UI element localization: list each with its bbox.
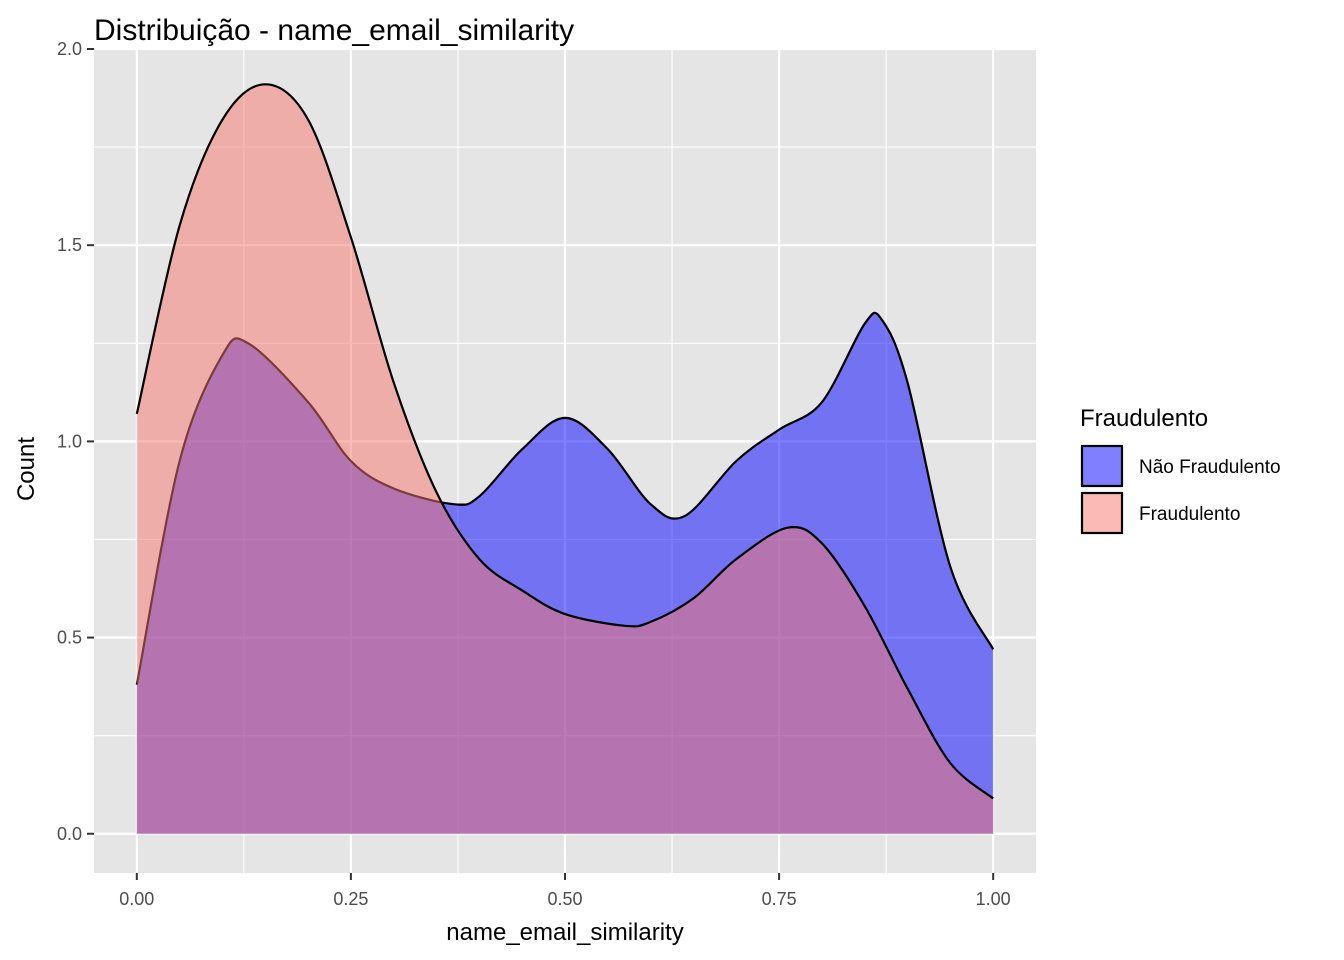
density-line-fraudulento: [135, 83, 994, 800]
legend-key-swatch: [1080, 444, 1124, 488]
x-tick-label: 0.50: [547, 889, 582, 909]
x-tick-label: 0.75: [762, 889, 797, 909]
legend-item: Fraudulento: [1080, 491, 1240, 535]
y-tick-label: 1.5: [57, 235, 82, 255]
legend-key-swatch: [1080, 491, 1124, 535]
legend-title: Fraudulento: [1080, 405, 1208, 432]
legend-label: Não Fraudulento: [1139, 457, 1281, 478]
y-axis-title: Count: [13, 437, 40, 501]
y-tick-label: 1.0: [57, 431, 82, 451]
x-axis-title: name_email_similarity: [446, 919, 683, 946]
y-tick-label: 0.5: [57, 628, 82, 648]
density-area-fraudulento: [136, 84, 994, 834]
legend-item: Não Fraudulento: [1080, 444, 1281, 488]
y-tick-label: 2.0: [57, 39, 82, 59]
y-tick-label: 0.0: [57, 824, 82, 844]
legend-label: Fraudulento: [1139, 504, 1240, 525]
density-series: [135, 83, 995, 834]
x-axis: 0.00 0.25 0.50 0.75 1.00: [119, 873, 1011, 909]
y-axis: 0.0 0.5 1.0 1.5 2.0: [57, 39, 94, 844]
chart-title: Distribuição - name_email_similarity: [94, 14, 574, 47]
x-tick-label: 0.25: [333, 889, 368, 909]
legend: Fraudulento Não Fraudulento Fraudulento: [1080, 405, 1281, 535]
x-tick-label: 1.00: [976, 889, 1011, 909]
x-tick-label: 0.00: [119, 889, 154, 909]
